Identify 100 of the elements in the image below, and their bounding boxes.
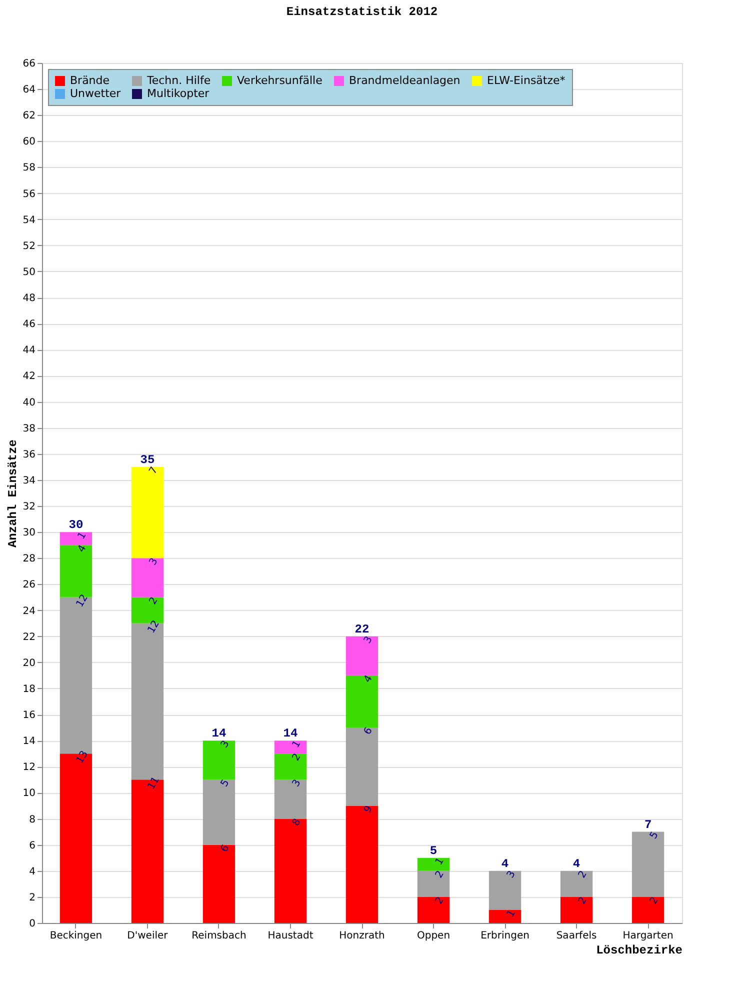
- y-tick-label: 46: [22, 319, 36, 330]
- data-label: 2: [576, 869, 590, 880]
- data-label: 8: [290, 816, 304, 828]
- y-tick-label: 28: [22, 554, 36, 565]
- y-tick-label: 38: [22, 423, 36, 434]
- bar: [131, 780, 164, 923]
- bar: [274, 780, 307, 819]
- y-tick-label: 50: [22, 266, 36, 278]
- total-label: 5: [430, 844, 438, 858]
- legend-label: Unwetter: [70, 87, 122, 100]
- bar: [60, 532, 92, 546]
- data-label: 6: [219, 843, 232, 854]
- data-label: 5: [219, 778, 232, 789]
- y-tick-label: 62: [22, 110, 36, 122]
- bar: [274, 754, 307, 780]
- data-label: 3: [362, 634, 375, 646]
- y-tick-label: 52: [22, 240, 36, 252]
- data-label: 2: [148, 595, 160, 607]
- total-label: 35: [140, 452, 155, 467]
- bar: [560, 870, 593, 897]
- y-tick-label: 8: [29, 814, 36, 826]
- y-axis-title: Anzahl Einsätze: [6, 439, 20, 548]
- bar: [488, 870, 522, 910]
- x-tick-label: Reimsbach: [192, 930, 246, 942]
- chart-title: Einsatzstatistik 2012: [286, 5, 438, 19]
- bar: [560, 896, 593, 923]
- legend-label: Techn. Hilfe: [146, 74, 211, 87]
- bar: [131, 466, 164, 558]
- bar: [274, 740, 307, 754]
- data-label: 12: [146, 618, 162, 636]
- bar: [346, 728, 378, 806]
- y-tick-label: 24: [22, 606, 36, 617]
- y-tick-label: 6: [29, 840, 36, 852]
- data-label: 3: [148, 556, 160, 568]
- total-label: 4: [501, 856, 509, 871]
- bar: [417, 858, 450, 871]
- bar: [346, 636, 378, 676]
- total-label: 7: [644, 818, 652, 832]
- data-label: 2: [576, 895, 590, 906]
- total-label: 14: [283, 726, 298, 741]
- y-tick-label: 14: [22, 736, 36, 748]
- legend-label: Multikopter: [147, 87, 210, 100]
- y-tick-label: 32: [22, 502, 36, 513]
- legend-label: Brandmeldeanlagen: [349, 74, 460, 87]
- data-label: 12: [74, 592, 90, 610]
- x-tick-label: Hargarten: [622, 930, 674, 942]
- bar: [202, 844, 236, 923]
- bar: [131, 558, 164, 598]
- data-label: 2: [290, 752, 304, 763]
- bar: [202, 780, 236, 845]
- data-label: 3: [505, 869, 518, 880]
- y-tick-label: 42: [22, 371, 36, 382]
- x-tick-label: Saarfels: [556, 930, 597, 942]
- x-axis-title: Löschbezirke: [596, 944, 682, 958]
- data-label: 1: [290, 738, 304, 750]
- bar: [632, 896, 664, 923]
- y-tick-label: 26: [22, 580, 36, 591]
- y-tick-label: 10: [22, 788, 36, 800]
- data-label: 11: [146, 775, 162, 792]
- total-label: 22: [354, 622, 370, 636]
- bar: [202, 740, 236, 780]
- y-tick-label: 2: [29, 892, 36, 904]
- bar: [346, 675, 378, 728]
- y-tick-label: 0: [29, 918, 36, 930]
- total-label: 14: [212, 726, 226, 741]
- y-tick-label: 22: [22, 632, 36, 643]
- data-label: 6: [362, 726, 375, 737]
- y-tick-label: 58: [22, 162, 36, 174]
- bar: [274, 818, 307, 923]
- bar: [488, 910, 522, 923]
- y-tick-label: 18: [22, 684, 36, 695]
- y-tick-label: 16: [22, 710, 36, 722]
- y-tick-label: 20: [22, 658, 36, 669]
- data-label: 5: [648, 830, 661, 842]
- y-tick-label: 34: [22, 475, 36, 486]
- y-tick-label: 54: [22, 214, 36, 226]
- y-tick-label: 40: [22, 397, 36, 408]
- y-tick-label: 36: [22, 449, 36, 460]
- x-tick-label: Erbringen: [480, 930, 530, 942]
- bar: [346, 806, 378, 923]
- y-tick-label: 60: [22, 136, 36, 148]
- data-label: 2: [648, 895, 661, 906]
- data-label: 1: [505, 908, 518, 920]
- total-label: 30: [68, 518, 84, 532]
- data-label: 4: [362, 674, 375, 685]
- y-tick-label: 44: [22, 345, 36, 356]
- data-label: 2: [434, 895, 446, 906]
- data-label: 3: [290, 778, 304, 789]
- bar: [417, 896, 450, 923]
- data-label: 13: [74, 749, 90, 766]
- x-tick-label: Honzrath: [339, 930, 385, 942]
- y-tick-label: 48: [22, 293, 36, 304]
- data-label: 2: [434, 869, 446, 880]
- data-label: 9: [362, 804, 375, 815]
- y-tick-label: 12: [22, 762, 36, 774]
- y-tick-label: 4: [29, 866, 36, 878]
- legend-label: Brände: [70, 74, 110, 87]
- data-label: 7: [148, 465, 160, 476]
- x-tick-label: Oppen: [416, 930, 450, 942]
- x-tick-label: Haustadt: [268, 930, 314, 942]
